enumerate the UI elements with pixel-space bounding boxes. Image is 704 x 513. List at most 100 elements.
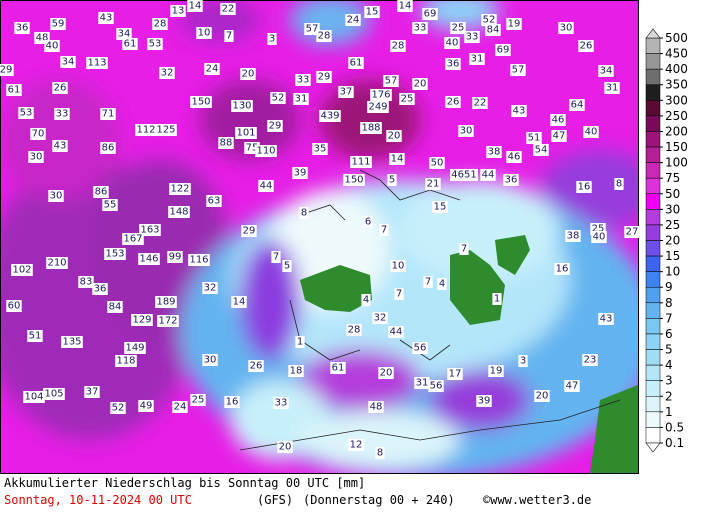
- label-box: [364, 6, 380, 18]
- label-box: [139, 224, 161, 236]
- label-box: [78, 276, 94, 288]
- legend-label: 400: [665, 62, 688, 76]
- value-label: 7: [425, 277, 431, 288]
- legend-swatch: [645, 302, 661, 319]
- value-label: 60: [8, 301, 21, 312]
- value-label: 4: [363, 295, 369, 306]
- value-label: 57: [512, 65, 525, 76]
- label-box: [52, 82, 68, 94]
- value-label: 14: [189, 1, 202, 12]
- value-label: 18: [290, 366, 303, 377]
- value-label: 36: [94, 284, 107, 295]
- value-label: 63: [208, 196, 221, 207]
- legend-swatch: [645, 68, 661, 85]
- value-label: 122: [170, 184, 189, 195]
- label-box: [423, 276, 433, 288]
- value-label: 3: [520, 356, 526, 367]
- value-label: 14: [233, 297, 246, 308]
- legend-swatch: [645, 364, 661, 381]
- label-box: [267, 120, 283, 132]
- label-box: [412, 342, 428, 354]
- label-box: [6, 84, 22, 96]
- label-box: [190, 96, 212, 108]
- value-label: 84: [487, 25, 500, 36]
- label-box: [235, 127, 257, 139]
- label-box: [346, 324, 362, 336]
- value-label: 40: [593, 232, 606, 243]
- legend-swatch: [645, 333, 661, 350]
- label-box: [388, 326, 404, 338]
- label-box: [428, 380, 444, 392]
- label-box: [61, 336, 83, 348]
- value-label: 12: [350, 440, 363, 451]
- legend: 5004504003503002502001501007550302520151…: [645, 28, 688, 453]
- label-box: [295, 336, 305, 348]
- legend-label: 15: [665, 249, 680, 263]
- label-box: [187, 0, 203, 12]
- dry-land: [495, 235, 530, 275]
- value-label: 8: [301, 208, 307, 219]
- value-label: 24: [206, 64, 219, 75]
- label-box: [533, 144, 549, 156]
- value-label: 52: [272, 93, 285, 104]
- value-label: 116: [189, 255, 208, 266]
- label-box: [550, 114, 566, 126]
- label-box: [330, 362, 346, 374]
- label-box: [464, 31, 480, 43]
- legend-swatch: [645, 255, 661, 272]
- legend-label: 8: [665, 296, 673, 310]
- value-label: 53: [149, 39, 162, 50]
- legend-label: 20: [665, 234, 680, 248]
- value-label: 249: [368, 102, 387, 113]
- value-label: 34: [118, 29, 131, 40]
- value-label: 129: [132, 315, 151, 326]
- label-box: [304, 23, 320, 35]
- value-label: 20: [536, 391, 549, 402]
- value-label: 110: [256, 146, 275, 157]
- label-box: [394, 288, 404, 300]
- value-label: 10: [198, 28, 211, 39]
- value-label: 56: [414, 343, 427, 354]
- value-label: 4651: [451, 170, 476, 181]
- value-label: 30: [30, 152, 43, 163]
- label-box: [138, 253, 160, 265]
- label-box: [107, 301, 123, 313]
- value-label: 49: [140, 401, 153, 412]
- label-box: [14, 22, 30, 34]
- value-label: 4: [439, 279, 445, 290]
- legend-label: 300: [665, 93, 688, 107]
- value-label: 20: [279, 442, 292, 453]
- value-label: 153: [105, 249, 124, 260]
- label-box: [122, 233, 144, 245]
- label-box: [399, 93, 415, 105]
- label-box: [258, 180, 274, 192]
- label-box: [367, 101, 389, 113]
- legend-label: 500: [665, 31, 688, 45]
- value-label: 24: [174, 402, 187, 413]
- label-box: [168, 206, 190, 218]
- label-box: [100, 142, 116, 154]
- value-label: 22: [474, 98, 487, 109]
- legend-swatch: [645, 286, 661, 304]
- value-label: 7: [461, 244, 467, 255]
- label-box: [578, 40, 594, 52]
- value-label: 31: [295, 94, 308, 105]
- value-label: 7: [381, 225, 387, 236]
- label-box: [202, 282, 218, 294]
- label-box: [255, 145, 277, 157]
- label-box: [386, 130, 402, 142]
- value-label: 30: [560, 23, 573, 34]
- label-box: [368, 401, 384, 413]
- legend-swatch: [645, 349, 661, 366]
- legend-label: 6: [665, 327, 673, 341]
- value-label: 46: [508, 152, 521, 163]
- legend-label: 0.5: [665, 420, 684, 434]
- value-label: 105: [44, 389, 63, 400]
- label-box: [43, 388, 65, 400]
- value-label: 16: [578, 182, 591, 193]
- value-label: 26: [250, 361, 263, 372]
- label-box: [299, 207, 309, 219]
- label-box: [46, 257, 68, 269]
- value-label: 24: [347, 15, 360, 26]
- label-box: [437, 278, 447, 290]
